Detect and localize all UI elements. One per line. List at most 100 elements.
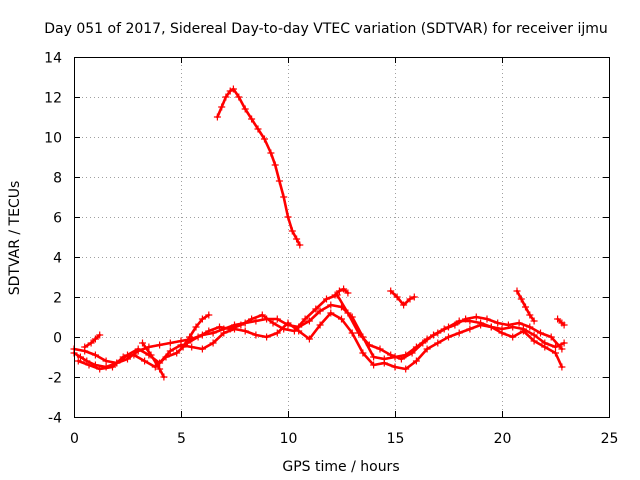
y-tick-label: 12 [44, 91, 62, 107]
data-point [558, 345, 566, 353]
data-point [235, 93, 243, 101]
data-point [173, 349, 181, 357]
data-point [194, 333, 202, 341]
data-point [530, 337, 538, 345]
y-tick-label: 10 [44, 131, 62, 147]
data-point [340, 285, 348, 293]
data-point [271, 161, 279, 169]
data-point [370, 353, 378, 361]
data-point [316, 307, 324, 315]
data-point [316, 321, 324, 329]
data-point [494, 319, 502, 327]
data-point [560, 339, 568, 347]
data-point [91, 335, 99, 343]
data-point [477, 321, 485, 329]
data-point [288, 227, 296, 235]
data-point [558, 363, 566, 371]
data-point [519, 327, 527, 335]
data-point [216, 323, 223, 331]
data-point [419, 339, 427, 347]
data-point [552, 343, 559, 351]
data-point [296, 241, 304, 249]
data-point [222, 93, 230, 101]
data-point [273, 315, 281, 323]
data-point [267, 149, 275, 157]
data-point [462, 315, 470, 323]
data-point [344, 309, 352, 317]
data-point [406, 295, 414, 303]
y-tick-label: 14 [44, 51, 62, 67]
data-point [275, 177, 283, 185]
data-point [560, 321, 568, 329]
data-point [220, 329, 228, 337]
data-point [445, 333, 452, 341]
data-point [141, 357, 149, 365]
data-point [76, 353, 84, 361]
x-tick-label: 5 [177, 431, 186, 447]
series-frag-5 [513, 287, 538, 325]
data-point [530, 317, 538, 325]
series-line [216, 87, 302, 247]
data-point [305, 335, 313, 343]
data-point [74, 357, 82, 365]
data-point [305, 317, 313, 325]
data-point [192, 323, 200, 331]
data-point [293, 235, 301, 243]
data-point [323, 295, 330, 303]
x-tick-label: 15 [387, 431, 405, 447]
series-upper-arc [213, 85, 304, 249]
data-point [188, 343, 196, 351]
y-axis-label: SDTVAR / TECUs [7, 181, 23, 296]
data-point [376, 345, 384, 353]
data-point [226, 325, 234, 333]
data-point [229, 85, 237, 93]
data-point [537, 329, 544, 337]
data-point [284, 319, 292, 327]
data-point [139, 339, 146, 347]
data-point [338, 315, 345, 323]
data-point [241, 105, 249, 113]
data-point [258, 311, 266, 319]
data-point [530, 331, 538, 339]
data-point [96, 331, 104, 339]
data-point [387, 287, 395, 295]
data-point [397, 355, 405, 363]
data-point [472, 313, 480, 321]
data-point [517, 295, 525, 303]
series-layer [70, 85, 568, 381]
grid-layer [74, 57, 609, 417]
data-point [109, 363, 116, 371]
data-point [402, 365, 410, 373]
data-point [455, 329, 463, 337]
data-point [466, 325, 474, 333]
data-point [96, 365, 104, 373]
chart-title: Day 051 of 2017, Sidereal Day-to-day VTE… [44, 21, 608, 37]
data-point [166, 347, 174, 355]
data-point [434, 339, 442, 347]
data-point [254, 125, 262, 133]
series-line [333, 287, 350, 297]
data-point [280, 193, 288, 201]
data-point [483, 315, 491, 323]
data-point [541, 343, 549, 351]
data-point [156, 365, 164, 373]
data-point [87, 339, 95, 347]
y-tick-label: 6 [53, 211, 62, 227]
data-point [248, 115, 256, 123]
series-frag-2 [139, 339, 168, 381]
series-line [141, 341, 166, 379]
data-point [209, 339, 217, 347]
data-point [400, 301, 408, 309]
data-point [273, 329, 281, 337]
data-point [85, 361, 93, 369]
data-point [547, 333, 555, 341]
data-point [102, 357, 110, 365]
data-point [290, 327, 298, 335]
data-point [198, 345, 206, 353]
data-point [554, 315, 562, 323]
data-point [248, 315, 256, 323]
series-frag-3 [179, 311, 213, 351]
data-point [513, 287, 521, 295]
